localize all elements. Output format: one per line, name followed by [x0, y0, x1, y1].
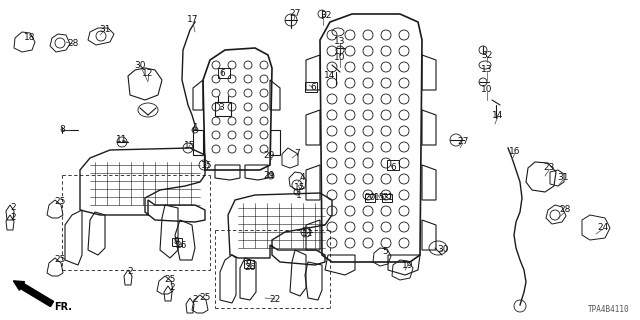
Text: 23: 23 [543, 164, 555, 172]
Text: 2: 2 [169, 284, 175, 292]
Bar [218, 68, 230, 78]
Text: 5: 5 [382, 247, 388, 257]
Text: 26: 26 [244, 263, 256, 273]
Text: 7: 7 [294, 149, 300, 158]
Text: 14: 14 [324, 70, 336, 79]
Text: 4: 4 [299, 173, 305, 182]
Text: 3: 3 [218, 103, 224, 113]
Text: 22: 22 [269, 294, 280, 303]
Text: 2: 2 [10, 204, 16, 212]
Text: 15: 15 [184, 140, 196, 149]
Text: 2: 2 [127, 268, 133, 276]
Text: 32: 32 [320, 12, 332, 20]
Bar [215, 102, 231, 116]
Bar [365, 194, 375, 202]
Bar [387, 160, 399, 170]
Text: 32: 32 [481, 51, 493, 60]
Text: 15: 15 [201, 161, 212, 170]
Text: 29: 29 [263, 171, 275, 180]
Text: 25: 25 [54, 255, 66, 265]
Text: 31: 31 [99, 26, 111, 35]
Text: 2: 2 [10, 213, 16, 222]
Text: 10: 10 [334, 53, 346, 62]
Text: 13: 13 [334, 37, 346, 46]
Text: 11: 11 [302, 229, 314, 238]
Bar [172, 238, 182, 246]
Text: 20: 20 [364, 194, 376, 203]
Bar [305, 82, 317, 92]
Text: 21: 21 [382, 194, 394, 203]
Text: 6: 6 [390, 164, 396, 172]
Text: 2: 2 [192, 295, 198, 305]
Text: 25: 25 [199, 293, 211, 302]
Bar [382, 194, 392, 202]
FancyArrow shape [13, 281, 54, 307]
Text: 1: 1 [296, 190, 302, 199]
Text: 9: 9 [245, 259, 251, 268]
Text: 19: 19 [403, 260, 413, 269]
Text: 26: 26 [175, 241, 187, 250]
Text: 14: 14 [492, 110, 504, 119]
Text: 28: 28 [67, 39, 79, 49]
Text: 15: 15 [374, 194, 386, 203]
Text: 30: 30 [437, 245, 449, 254]
Text: 9: 9 [173, 237, 179, 246]
Text: 1: 1 [193, 124, 199, 132]
Text: 27: 27 [289, 10, 301, 19]
Text: 15: 15 [294, 183, 306, 193]
Text: TPA4B4110: TPA4B4110 [588, 305, 630, 314]
Text: 18: 18 [24, 34, 36, 43]
Text: 31: 31 [557, 173, 569, 182]
Text: 16: 16 [509, 148, 521, 156]
Text: 25: 25 [164, 276, 176, 284]
Text: 30: 30 [134, 60, 146, 69]
Bar [244, 260, 254, 268]
Text: 29: 29 [263, 150, 275, 159]
Text: 8: 8 [59, 125, 65, 134]
Text: 24: 24 [597, 223, 609, 233]
Text: 17: 17 [188, 15, 199, 25]
Text: 6: 6 [219, 68, 225, 77]
Text: 11: 11 [116, 135, 128, 145]
Text: 1: 1 [269, 171, 275, 180]
Text: 28: 28 [559, 205, 571, 214]
Text: FR.: FR. [54, 302, 72, 312]
Text: 12: 12 [142, 69, 154, 78]
Text: 10: 10 [481, 85, 493, 94]
Text: 25: 25 [54, 197, 66, 206]
Text: 27: 27 [458, 138, 468, 147]
Text: 13: 13 [481, 66, 493, 75]
Text: 6: 6 [310, 83, 316, 92]
